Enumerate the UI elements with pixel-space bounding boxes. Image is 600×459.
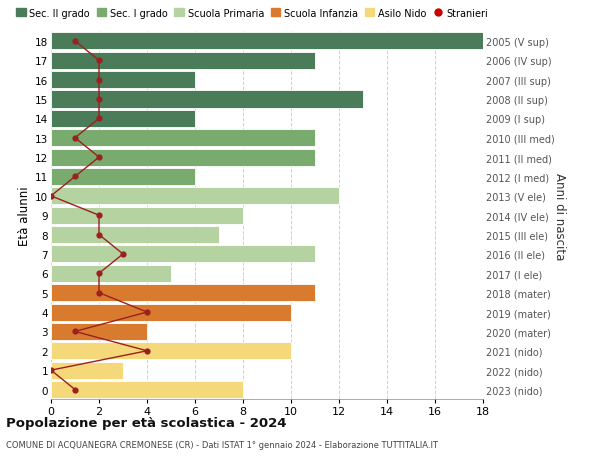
Bar: [51, 246, 315, 263]
Legend: Sec. II grado, Sec. I grado, Scuola Primaria, Scuola Infanzia, Asilo Nido, Stran: Sec. II grado, Sec. I grado, Scuola Prim…: [12, 5, 492, 22]
Bar: [51, 188, 339, 205]
Bar: [51, 34, 483, 50]
Bar: [51, 130, 315, 147]
Bar: [51, 362, 123, 379]
Bar: [51, 323, 147, 340]
Bar: [51, 91, 363, 108]
Bar: [51, 342, 291, 359]
Bar: [51, 227, 219, 244]
Bar: [51, 168, 195, 185]
Text: COMUNE DI ACQUANEGRA CREMONESE (CR) - Dati ISTAT 1° gennaio 2024 - Elaborazione : COMUNE DI ACQUANEGRA CREMONESE (CR) - Da…: [6, 441, 438, 449]
Bar: [51, 149, 315, 166]
Bar: [51, 72, 195, 89]
Bar: [51, 53, 315, 70]
Bar: [51, 111, 195, 128]
Y-axis label: Anni di nascita: Anni di nascita: [553, 172, 566, 259]
Text: Popolazione per età scolastica - 2024: Popolazione per età scolastica - 2024: [6, 416, 287, 429]
Bar: [51, 265, 171, 282]
Bar: [51, 207, 243, 224]
Bar: [51, 381, 243, 398]
Bar: [51, 304, 291, 321]
Bar: [51, 285, 315, 302]
Y-axis label: Età alunni: Età alunni: [18, 186, 31, 246]
